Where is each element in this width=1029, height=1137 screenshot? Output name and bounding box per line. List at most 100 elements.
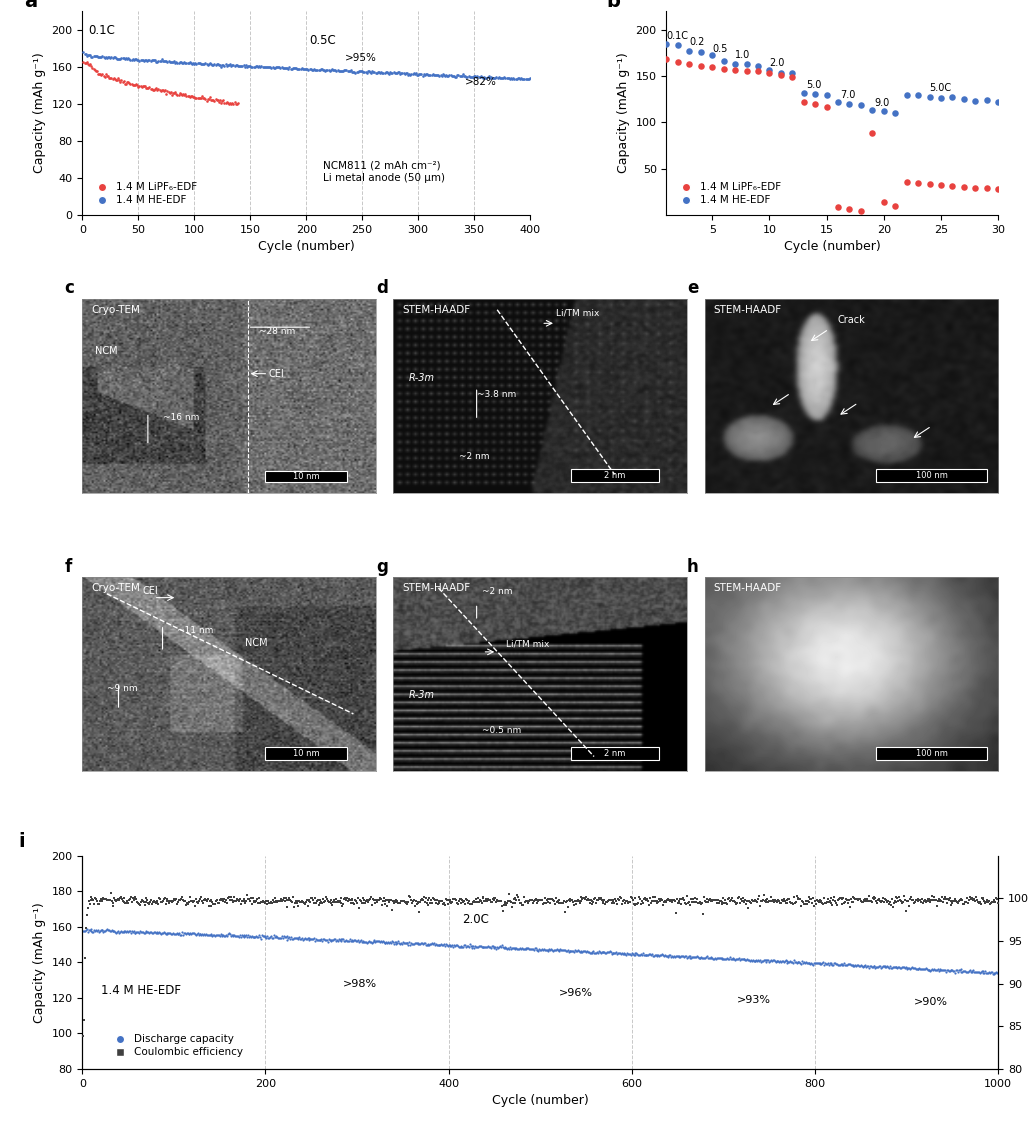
Point xyxy=(258,58,275,76)
Point xyxy=(926,960,943,978)
Point xyxy=(788,887,805,905)
Point xyxy=(741,893,757,911)
Point xyxy=(768,953,784,971)
Point xyxy=(970,894,987,912)
Point xyxy=(458,890,474,908)
Point xyxy=(674,947,690,965)
Point xyxy=(534,890,551,908)
Point xyxy=(210,91,226,109)
Point xyxy=(257,58,274,76)
Point xyxy=(127,924,143,943)
Point xyxy=(235,57,251,75)
Point xyxy=(885,897,901,915)
Point xyxy=(225,927,242,945)
Point xyxy=(907,893,923,911)
Point xyxy=(397,894,414,912)
Point xyxy=(360,63,377,81)
Point xyxy=(931,891,948,910)
Point xyxy=(873,893,889,911)
Point xyxy=(536,894,553,912)
Point xyxy=(628,945,644,963)
Point xyxy=(636,889,652,907)
Point xyxy=(167,55,183,73)
Point xyxy=(979,179,995,197)
Point xyxy=(396,935,413,953)
Point xyxy=(81,56,98,74)
Point xyxy=(369,893,386,911)
Point xyxy=(755,886,772,904)
Point xyxy=(77,53,94,72)
Point xyxy=(481,938,497,956)
Point xyxy=(776,890,792,908)
Point xyxy=(114,74,131,92)
Point xyxy=(662,946,678,964)
Point xyxy=(663,890,679,908)
Point xyxy=(227,96,244,114)
Point xyxy=(615,891,632,910)
Point xyxy=(203,926,219,944)
Point xyxy=(525,894,541,912)
Point xyxy=(232,57,248,75)
Point xyxy=(431,67,448,85)
Point xyxy=(182,924,199,943)
Point xyxy=(271,891,287,910)
Point xyxy=(149,924,166,943)
Point xyxy=(418,65,434,83)
Point xyxy=(303,893,319,911)
Point xyxy=(289,59,306,77)
Point xyxy=(350,931,366,949)
Point xyxy=(764,952,780,970)
Point xyxy=(751,952,768,970)
Point xyxy=(267,889,283,907)
Point xyxy=(578,891,595,910)
Point xyxy=(738,951,754,969)
Point xyxy=(319,889,335,907)
Point xyxy=(483,68,499,86)
Point xyxy=(139,923,155,941)
Point xyxy=(157,895,174,913)
Point xyxy=(506,69,523,88)
Point xyxy=(726,60,743,78)
Point xyxy=(633,945,649,963)
Point xyxy=(789,889,806,907)
Point xyxy=(175,85,191,103)
Point xyxy=(136,77,152,96)
Point xyxy=(144,895,161,913)
Point xyxy=(536,941,553,960)
Point xyxy=(417,893,433,911)
Point xyxy=(447,937,463,955)
Point xyxy=(700,949,716,968)
Point xyxy=(402,887,419,905)
Text: 2 nm: 2 nm xyxy=(604,749,626,758)
Point xyxy=(945,88,961,106)
Point xyxy=(75,52,92,70)
Point xyxy=(117,922,134,940)
Point xyxy=(551,890,567,908)
Point xyxy=(961,888,978,906)
Point xyxy=(568,941,584,960)
Point xyxy=(939,890,956,908)
Point xyxy=(192,890,209,908)
Point xyxy=(694,895,710,913)
Point xyxy=(841,891,857,910)
Point xyxy=(596,890,612,908)
Point xyxy=(700,893,716,911)
Point xyxy=(138,51,154,69)
Point xyxy=(278,889,294,907)
Point xyxy=(252,894,269,912)
Point xyxy=(107,48,123,66)
Point xyxy=(174,86,190,105)
Point xyxy=(111,923,128,941)
Text: NCM811 (2 mAh cm⁻²): NCM811 (2 mAh cm⁻²) xyxy=(323,160,440,171)
Point xyxy=(244,927,260,945)
Point xyxy=(282,890,298,908)
Point xyxy=(664,893,680,911)
Point xyxy=(581,894,598,912)
Point xyxy=(199,891,215,910)
Point xyxy=(334,930,351,948)
Point xyxy=(186,924,203,943)
Point xyxy=(965,890,982,908)
Point xyxy=(808,895,824,913)
Point xyxy=(300,931,317,949)
Point xyxy=(485,68,501,86)
